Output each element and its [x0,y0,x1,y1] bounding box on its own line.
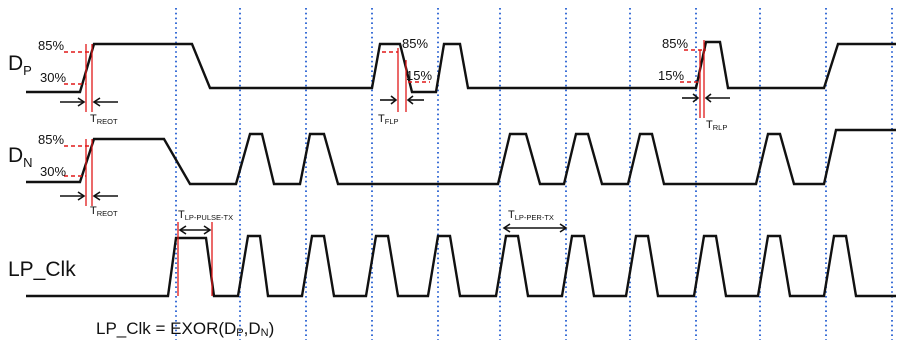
dp-85-label: 85% [38,38,64,53]
lp-pulse-tx-arrow-head-left [178,225,187,235]
lp-per-tx-arrow-head-left [502,223,511,233]
dp-flp-arrow-left-head [390,95,398,105]
dp-waveform [26,40,896,94]
timing-arrows [60,93,730,235]
dn-30-label: 30% [40,164,66,179]
lp-pulse-tx-label: TLP-PULSE-TX [178,209,233,222]
dp-reot-arrow-right-head [92,97,101,107]
dp-rlp-15-label: 15% [658,68,684,83]
dn-waveform [26,128,896,186]
dp-signal-label: DP [8,52,32,78]
lpclk-signal-label: LP_Clk [8,258,76,281]
dp-flp-15-label: 15% [406,68,432,83]
lpclk-equation: LP_Clk = EXOR(DP,DN) [96,319,274,339]
grid-lines [175,8,893,340]
dp-rlp-arrow-left-head [692,93,700,103]
dp-rlp-label: TRLP [706,119,727,132]
lpclk-waveform [26,234,896,298]
lp-per-tx-arrow-head-right [559,223,568,233]
dp-flp-label: TFLP [378,113,399,126]
dp-reot-arrow-left-head [77,97,86,107]
lp-pulse-tx-arrow-head-right [203,225,212,235]
dp-reot-label: TREOT [90,113,118,126]
dn-reot-label: TREOT [90,205,118,218]
lp-per-tx-label: TLP-PER-TX [508,209,554,222]
dn-reot-arrow-right-head [92,191,101,201]
percent-labels: 85% 30% 85% 15% 85% 15% 85% 30% [38,36,688,179]
dp-flp-arrow-right-head [406,95,414,105]
dn-reot-arrow-left-head [77,191,86,201]
dp-rlp-85-label: 85% [662,36,688,51]
dn-85-label: 85% [38,132,64,147]
dn-signal-label: DN [8,144,33,170]
dp-flp-85-label: 85% [402,36,428,51]
dp-30-label: 30% [40,70,66,85]
threshold-markers [64,40,706,296]
dp-rlp-arrow-right-head [704,93,712,103]
